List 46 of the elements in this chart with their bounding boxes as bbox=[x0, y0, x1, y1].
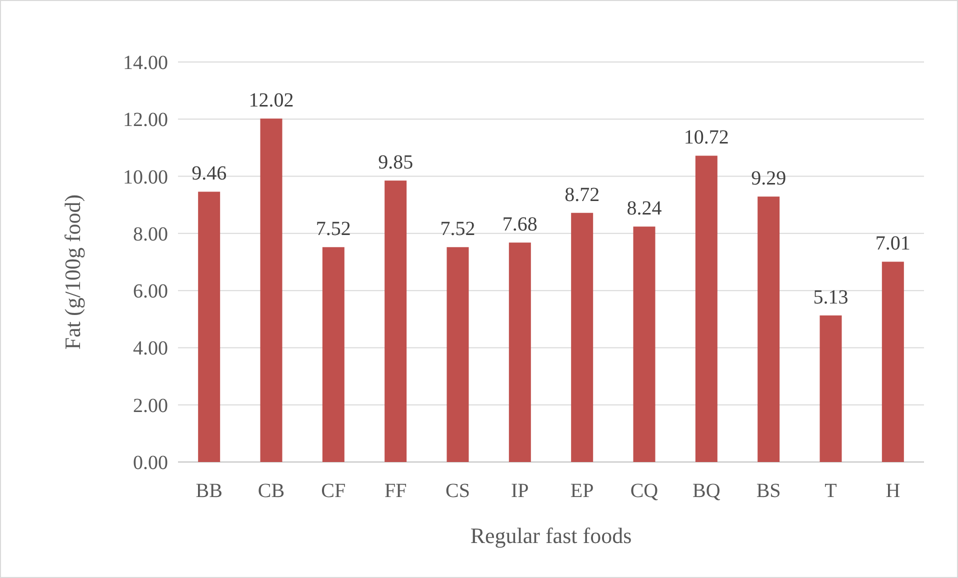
bar bbox=[758, 196, 780, 462]
x-tick-label: T bbox=[824, 480, 837, 502]
y-tick-label: 10.00 bbox=[123, 166, 168, 188]
data-label: 8.24 bbox=[626, 198, 662, 220]
bar bbox=[882, 262, 904, 462]
y-tick-label: 12.00 bbox=[123, 109, 168, 132]
data-label: 7.01 bbox=[875, 232, 910, 255]
data-label: 8.72 bbox=[564, 184, 600, 206]
bar bbox=[571, 212, 594, 462]
y-tick-label: 6.00 bbox=[133, 280, 168, 303]
x-tick-label: BB bbox=[196, 480, 222, 502]
data-label: 5.13 bbox=[813, 286, 848, 308]
x-tick-label: BS bbox=[756, 480, 781, 502]
data-label: 7.52 bbox=[440, 218, 476, 240]
bar bbox=[384, 180, 407, 462]
y-tick-label: 4.00 bbox=[133, 338, 168, 360]
bar bbox=[198, 192, 220, 462]
y-tick-label: 2.00 bbox=[133, 394, 168, 417]
bar bbox=[260, 118, 282, 462]
x-tick-label: EP bbox=[570, 480, 594, 502]
data-label: 9.29 bbox=[751, 168, 786, 190]
bar bbox=[446, 247, 469, 462]
data-label: 12.02 bbox=[248, 90, 294, 112]
x-tick-label: BQ bbox=[692, 480, 721, 502]
x-tick-label: CF bbox=[321, 480, 346, 502]
bar bbox=[695, 156, 718, 462]
x-tick-label: FF bbox=[384, 480, 407, 502]
data-label: 10.72 bbox=[684, 126, 729, 149]
data-label: 9.46 bbox=[192, 162, 227, 185]
y-tick-label: 14.00 bbox=[123, 52, 168, 74]
x-tick-label: IP bbox=[511, 480, 529, 502]
bar bbox=[820, 315, 842, 462]
data-label: 9.85 bbox=[378, 152, 414, 174]
x-tick-label: H bbox=[886, 480, 900, 502]
x-axis-title: Regular fast foods bbox=[470, 523, 632, 548]
y-tick-label: 0.00 bbox=[133, 452, 168, 474]
x-tick-label: CQ bbox=[630, 480, 659, 502]
data-label: 7.68 bbox=[502, 214, 538, 236]
y-axis-title: Fat (g/100g food) bbox=[60, 194, 85, 350]
bar bbox=[322, 247, 344, 462]
y-tick-label: 8.00 bbox=[133, 223, 168, 246]
bar bbox=[508, 242, 531, 462]
x-tick-label: CS bbox=[446, 480, 470, 502]
data-label: 7.52 bbox=[316, 218, 351, 240]
x-tick-label: CB bbox=[258, 480, 285, 502]
bar bbox=[633, 226, 656, 462]
